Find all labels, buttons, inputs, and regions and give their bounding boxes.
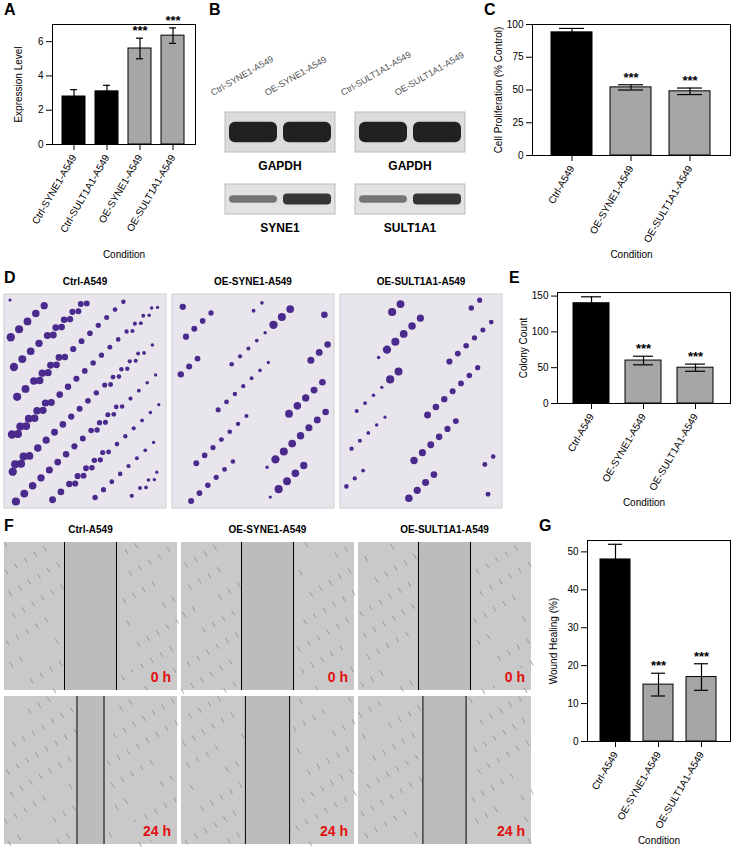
svg-text:Ctrl-A549: Ctrl-A549	[546, 163, 577, 205]
html-text:D: D	[4, 269, 16, 286]
svg-text:***: ***	[636, 341, 652, 356]
svg-text:Ctrl-SULT1A1-A549: Ctrl-SULT1A1-A549	[57, 152, 112, 235]
svg-text:0 h: 0 h	[328, 669, 348, 685]
svg-text:***: ***	[694, 649, 710, 664]
svg-text:***: ***	[651, 658, 667, 673]
svg-text:Cell Proliferation (% Control): Cell Proliferation (% Control)	[493, 27, 504, 154]
svg-text:OE-SYNE1-A549: OE-SYNE1-A549	[263, 54, 328, 97]
svg-text:2: 2	[38, 104, 44, 115]
svg-text:GAPDH: GAPDH	[258, 159, 301, 173]
svg-text:OE-SULT1A1-A549: OE-SULT1A1-A549	[641, 163, 694, 244]
html-text:F: F	[4, 517, 14, 534]
svg-text:Wound Healing (%): Wound Healing (%)	[548, 598, 559, 685]
svg-text:Condition: Condition	[103, 249, 145, 260]
svg-text:Ctrl-SYNE1-A549: Ctrl-SYNE1-A549	[29, 152, 79, 226]
svg-text:24 h: 24 h	[320, 823, 348, 839]
svg-text:***: ***	[682, 73, 698, 88]
svg-text:***: ***	[688, 349, 704, 364]
svg-text:Ctrl-A549: Ctrl-A549	[565, 411, 596, 453]
svg-text:50: 50	[512, 84, 524, 95]
svg-text:25: 25	[512, 117, 524, 128]
svg-text:Ctrl-A549: Ctrl-A549	[68, 524, 113, 535]
svg-text:0: 0	[518, 150, 524, 161]
svg-text:***: ***	[165, 13, 181, 28]
svg-text:0 h: 0 h	[151, 669, 171, 685]
svg-text:OE-SULT1A1-A549: OE-SULT1A1-A549	[400, 524, 489, 535]
svg-text:0 h: 0 h	[505, 669, 525, 685]
html-text:C: C	[484, 1, 496, 18]
html-text:A: A	[4, 1, 16, 18]
svg-text:0: 0	[573, 736, 579, 747]
svg-text:6: 6	[38, 36, 44, 47]
html-text:E: E	[509, 269, 520, 286]
svg-text:SULT1A1: SULT1A1	[384, 221, 437, 235]
svg-text:50: 50	[537, 362, 549, 373]
svg-text:Condition: Condition	[610, 249, 652, 260]
html-text:G: G	[539, 517, 552, 534]
svg-text:***: ***	[132, 23, 148, 38]
svg-text:Condition: Condition	[623, 497, 665, 508]
svg-text:Ctrl-A549: Ctrl-A549	[589, 749, 620, 791]
svg-text:10: 10	[567, 698, 579, 709]
svg-text:Ctrl-A549: Ctrl-A549	[63, 276, 108, 287]
svg-text:Expression Level: Expression Level	[13, 46, 24, 122]
svg-text:100: 100	[507, 19, 524, 30]
svg-text:24 h: 24 h	[143, 823, 171, 839]
svg-text:OE-SULT1A1-A549: OE-SULT1A1-A549	[647, 411, 700, 492]
svg-text:0: 0	[543, 398, 549, 409]
svg-text:50: 50	[567, 546, 579, 557]
svg-text:75: 75	[512, 51, 524, 62]
svg-text:150: 150	[532, 290, 549, 301]
svg-text:***: ***	[623, 70, 639, 85]
svg-text:OE-SYNE1-A549: OE-SYNE1-A549	[96, 152, 145, 225]
svg-text:GAPDH: GAPDH	[388, 159, 431, 173]
svg-text:OE-SYNE1-A549: OE-SYNE1-A549	[600, 411, 648, 484]
svg-text:100: 100	[532, 326, 549, 337]
svg-text:0: 0	[38, 139, 44, 150]
svg-text:OE-SYNE1-A549: OE-SYNE1-A549	[615, 749, 663, 822]
svg-text:Colony Count: Colony Count	[518, 317, 529, 378]
svg-text:Condition: Condition	[638, 835, 680, 846]
svg-text:OE-SULT1A1-A549: OE-SULT1A1-A549	[393, 50, 466, 98]
svg-text:20: 20	[567, 660, 579, 671]
svg-text:Ctrl-SULT1A1-A549: Ctrl-SULT1A1-A549	[339, 49, 413, 98]
svg-text:30: 30	[567, 622, 579, 633]
svg-text:Ctrl-SYNE1-A549: Ctrl-SYNE1-A549	[209, 53, 276, 98]
svg-text:40: 40	[567, 584, 579, 595]
svg-text:OE-SULT1A1-A549: OE-SULT1A1-A549	[653, 749, 706, 830]
html-text:B: B	[209, 1, 221, 18]
svg-text:OE-SULT1A1-A549: OE-SULT1A1-A549	[124, 152, 177, 233]
svg-text:4: 4	[38, 70, 44, 81]
svg-text:OE-SYNE1-A549: OE-SYNE1-A549	[214, 276, 292, 287]
svg-text:OE-SYNE1-A549: OE-SYNE1-A549	[229, 524, 307, 535]
svg-text:24 h: 24 h	[497, 823, 525, 839]
svg-text:OE-SULT1A1-A549: OE-SULT1A1-A549	[377, 276, 466, 287]
svg-text:OE-SYNE1-A549: OE-SYNE1-A549	[587, 163, 635, 236]
svg-text:SYNE1: SYNE1	[260, 221, 300, 235]
